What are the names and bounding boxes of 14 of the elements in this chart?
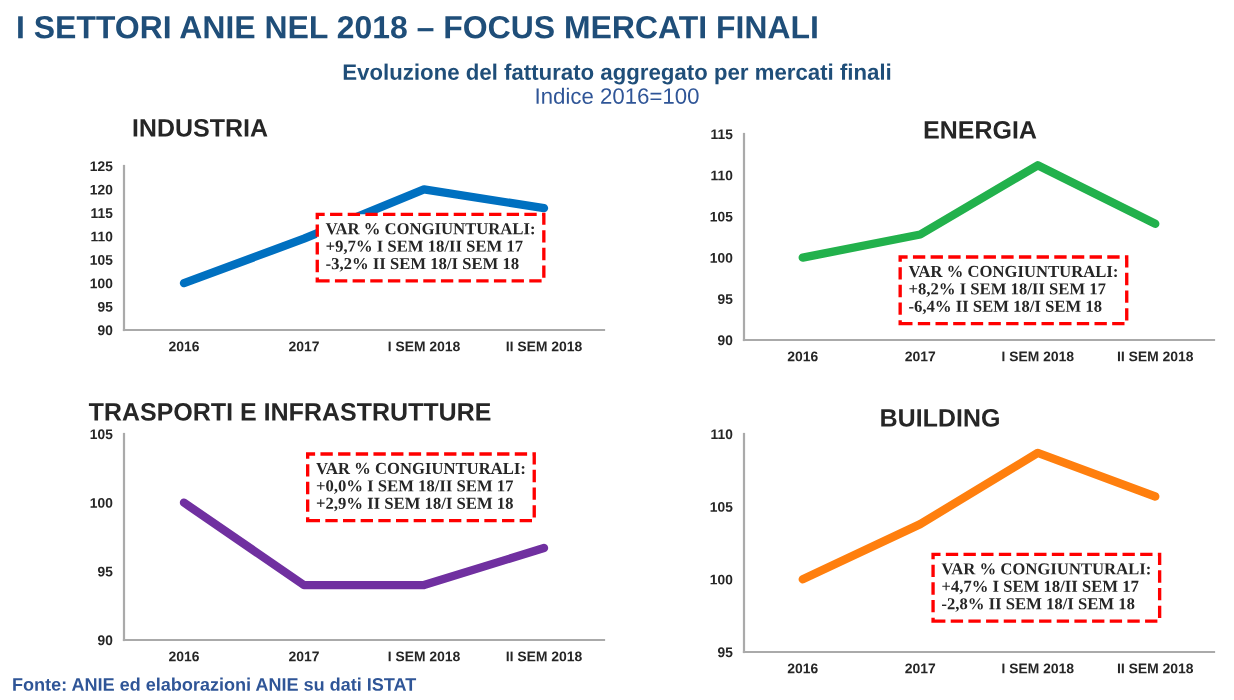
annotation: VAR % CONGIUNTURALI: +9,7% I SEM 18/II SEM 17 -3,2% II SEM 18/I SEM 18 bbox=[325, 223, 535, 272]
line-series bbox=[798, 448, 1160, 584]
annotation: VAR % CONGIUNTURALI: +4,7% I SEM 18/II SEM 17 -2,8% II SEM 18/I SEM 18 bbox=[941, 563, 1150, 612]
annotation: VAR % CONGIUNTURALI: +8,2% I SEM 18/II SEM 17 -6,4% II SEM 18/I SEM 18 bbox=[908, 265, 1117, 315]
annotation: VAR % CONGIUNTURALI: +0,0% I SEM 18/II SEM 17 +2,9% II SEM 18/I SEM 18 bbox=[316, 462, 525, 512]
text: Evoluzione del fatturato aggregato per mercati finali bbox=[343, 63, 891, 85]
source-note: Fonte: ANIE ed elaborazioni ANIE su dati ISTAT bbox=[13, 677, 417, 691]
text: I SETTORI ANIE NEL 2018 – FOCUS MERCATI FINALI bbox=[18, 15, 817, 39]
line-series bbox=[798, 161, 1160, 262]
chart-title: TRASPORTI E INFRASTRUTTURE bbox=[88, 403, 491, 421]
chart-title: BUILDING bbox=[881, 409, 999, 427]
chart-title: ENERGIA bbox=[924, 121, 1037, 139]
text: Indice 2016=100 bbox=[536, 87, 699, 104]
chart-title: INDUSTRIA bbox=[133, 119, 268, 137]
